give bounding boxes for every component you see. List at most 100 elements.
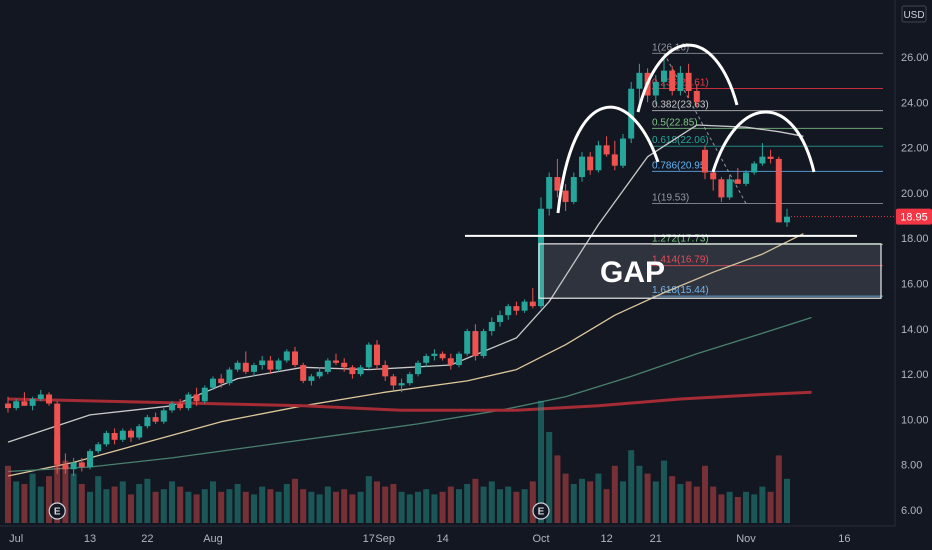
volume-bar (201, 489, 208, 523)
candle-body (210, 378, 216, 388)
candle-body (259, 360, 266, 366)
candle-body (497, 315, 503, 323)
candles (5, 54, 790, 477)
x-tick-label: 14 (436, 533, 448, 545)
y-tick-label: 16.00 (901, 279, 929, 291)
time-axis[interactable]: Jul 13 22 Aug 17 Sep 14 Oct 12 21 Nov 16 (9, 533, 850, 545)
volume-bar (685, 481, 692, 523)
candle-body (382, 365, 389, 377)
volume-bar (128, 494, 134, 523)
candle-body (784, 216, 790, 223)
volume-bar (324, 486, 331, 523)
volume-bar (439, 491, 446, 523)
volume-bar (308, 491, 315, 523)
volume-bar (283, 484, 290, 523)
volume-bar (357, 491, 364, 523)
x-tick-label: Nov (736, 533, 756, 545)
volume-bar (267, 489, 274, 523)
volume-bar (37, 486, 44, 523)
volume-bar (464, 484, 471, 523)
candle-body (144, 417, 151, 427)
volume-bar (480, 486, 487, 523)
candle-body (505, 306, 512, 316)
volume-bar (70, 473, 77, 523)
volume-bar (546, 432, 553, 523)
price-axis[interactable]: 26.00 24.00 22.00 20.00 18.00 16.00 14.00 12.00… (901, 52, 929, 517)
candle-body (300, 365, 307, 381)
x-tick-label: 16 (838, 533, 850, 545)
candle-body (152, 417, 159, 422)
volume-bar (144, 478, 151, 523)
y-tick-label: 26.00 (901, 52, 929, 64)
volume-bar (677, 484, 684, 523)
volume-bar (382, 486, 389, 523)
candle-body (95, 444, 102, 452)
volume-bar (111, 486, 118, 523)
candle-body (308, 376, 315, 381)
candle-body (218, 378, 225, 384)
fib-level-label: 0.786(20.95) (652, 160, 709, 171)
y-tick-label: 12.00 (901, 369, 929, 381)
volume-bar (521, 489, 528, 523)
candle-body (275, 360, 282, 370)
moving-average-line (7, 233, 804, 477)
candle-body (636, 72, 643, 89)
y-tick-label: 8.00 (901, 460, 922, 472)
volume-bar (497, 489, 503, 523)
y-tick-label: 18.00 (901, 233, 929, 245)
candle-body (390, 376, 397, 386)
currency-badge[interactable] (901, 5, 927, 23)
left-shoulder-arc (556, 105, 660, 214)
candle-body (111, 432, 118, 440)
candle-body (587, 156, 594, 171)
volume-bar (29, 473, 36, 523)
candle-body (775, 158, 782, 223)
volume-bar (529, 481, 536, 523)
fib-level-label: 0.5(22.85) (652, 117, 698, 128)
candle-body (759, 156, 766, 164)
moving-average-line (7, 390, 812, 412)
x-tick-label: 17 (363, 533, 375, 545)
candle-body (78, 462, 85, 467)
candle-body (710, 172, 717, 180)
candle-body (87, 451, 93, 467)
candle-body (201, 387, 208, 402)
candle-body (37, 394, 44, 400)
volume-bar (611, 465, 618, 523)
x-tick-label: Jul (9, 533, 23, 545)
volume-bar (193, 494, 200, 523)
volume-bar (702, 465, 708, 523)
candle-body (119, 430, 126, 440)
candle-body (431, 353, 438, 356)
candle-body (570, 177, 577, 202)
candle-body (251, 365, 257, 372)
candle-body (702, 149, 708, 173)
y-tick-label: 10.00 (901, 414, 929, 426)
volume-bar (718, 494, 725, 523)
candle-body (562, 190, 569, 202)
volume-bar (316, 494, 323, 523)
candle-body (160, 410, 167, 422)
earnings-marker[interactable] (532, 502, 550, 520)
candle-body (472, 331, 479, 356)
volume-bar (78, 484, 85, 523)
candle-body (529, 301, 536, 307)
last-price-label: 18.95 (900, 212, 928, 224)
volume-bar (119, 481, 126, 523)
volume-bar (152, 491, 159, 523)
y-tick-label: 24.00 (901, 97, 929, 109)
candle-body (743, 172, 749, 184)
right-shoulder-arc (711, 110, 816, 173)
moving-averages (7, 124, 812, 477)
candle-body (751, 163, 758, 173)
volume-bar (579, 478, 585, 523)
candle-body (70, 462, 77, 470)
volume-bar (365, 476, 372, 523)
candle-body (611, 154, 618, 166)
volume-bar (751, 494, 758, 523)
candle-body (415, 362, 421, 375)
earnings-marker[interactable] (48, 502, 66, 520)
candle-body (267, 360, 274, 370)
